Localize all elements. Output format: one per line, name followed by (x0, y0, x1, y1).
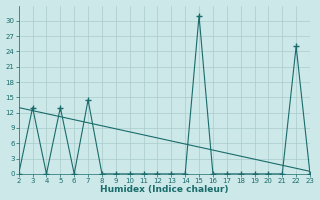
X-axis label: Humidex (Indice chaleur): Humidex (Indice chaleur) (100, 185, 228, 194)
